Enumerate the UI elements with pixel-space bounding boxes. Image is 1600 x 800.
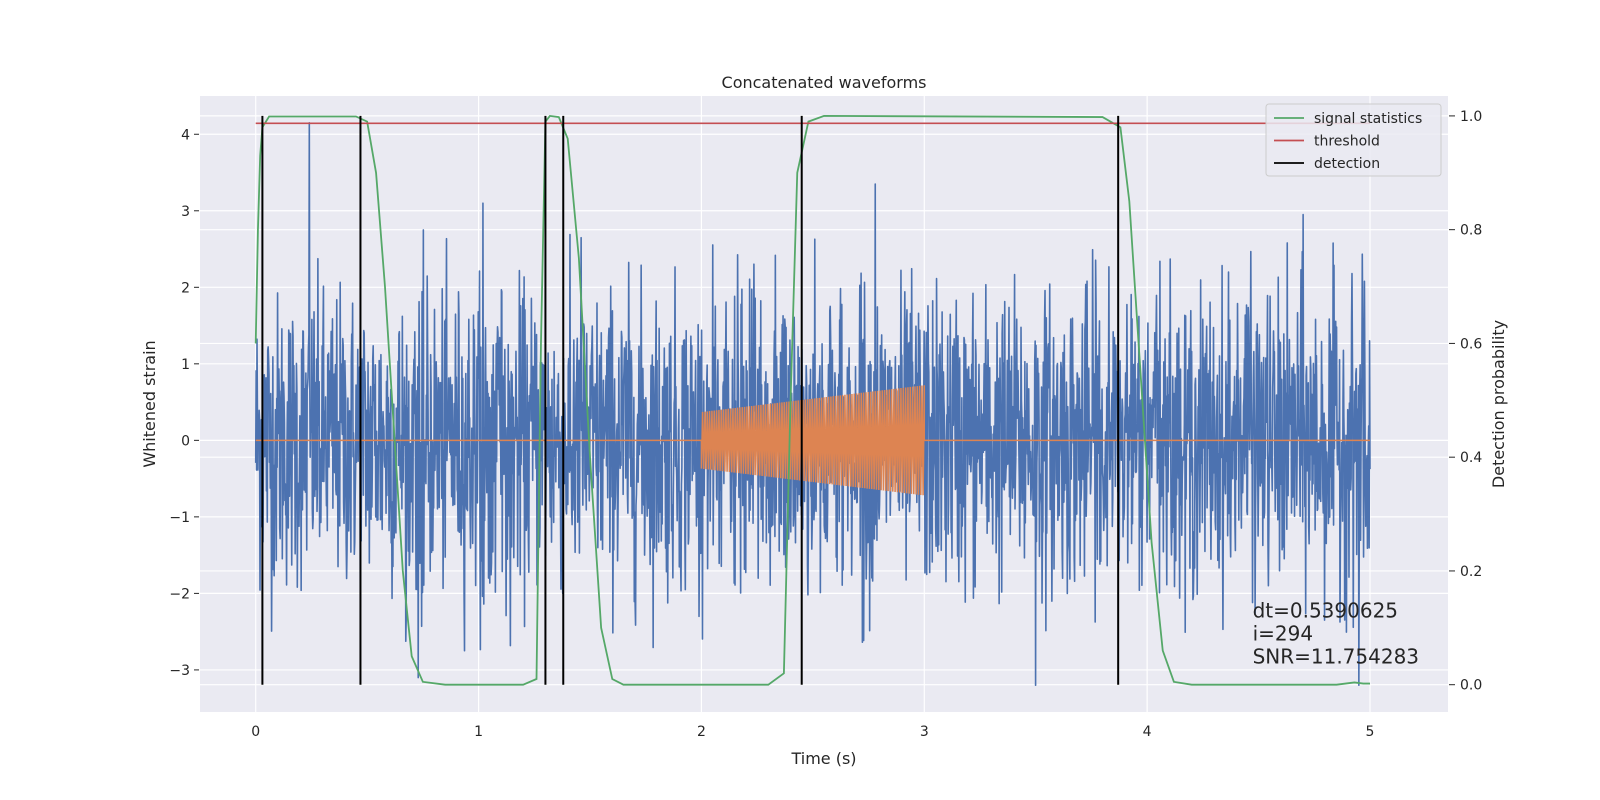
y-right-tick-label: 1.0 (1460, 109, 1482, 125)
legend-label: detection (1314, 156, 1380, 172)
y-axis-right-title: Detection probability (1489, 320, 1508, 488)
y-tick-label: 0 (181, 433, 190, 449)
y-right-tick-label: 0.8 (1460, 223, 1482, 239)
x-tick-label: 1 (474, 724, 483, 740)
x-tick-label: 4 (1143, 724, 1152, 740)
x-tick-label: 5 (1366, 724, 1375, 740)
legend-box (1265, 103, 1442, 177)
y-right-tick-label: 0.0 (1460, 678, 1482, 694)
injected-waveform-line (255, 385, 1370, 496)
series-layer (254, 114, 1371, 687)
annotation-line: i=294 (1253, 621, 1314, 645)
x-axis-title: Time (s) (790, 749, 856, 768)
x-tick-label: 0 (251, 724, 260, 740)
y-axis-title: Whitened strain (140, 340, 159, 467)
legend: signal statistics threshold detection (1265, 103, 1442, 177)
annotation-line: dt=0.5390625 (1253, 598, 1398, 622)
chart-title: Concatenated waveforms (722, 73, 927, 92)
y-tick-label: 4 (181, 127, 190, 143)
y-tick-label: 3 (181, 204, 190, 220)
grid-lines (200, 96, 1448, 712)
legend-label: signal statistics (1314, 111, 1422, 127)
x-tick-label: 2 (697, 724, 706, 740)
annotation-line: SNR=11.754283 (1253, 644, 1419, 668)
y-right-tick-label: 0.4 (1460, 450, 1482, 466)
y-tick-label: −2 (169, 586, 190, 602)
y-tick-label: −1 (169, 510, 190, 526)
signal-statistics-line (254, 114, 1370, 686)
y-tick-label: 2 (181, 280, 190, 296)
y-tick-label: −3 (169, 663, 190, 679)
tick-labels: 0 1 2 3 4 5 −3 −2 −1 0 1 2 3 4 0.0 0.2 0.4 0.6 0.8 1.0 (169, 109, 1482, 740)
x-tick-label: 3 (920, 724, 929, 740)
y-tick-label: 1 (181, 357, 190, 373)
legend-label: threshold (1314, 134, 1380, 150)
y-right-tick-label: 0.2 (1460, 564, 1482, 580)
y-right-tick-label: 0.6 (1460, 336, 1482, 352)
